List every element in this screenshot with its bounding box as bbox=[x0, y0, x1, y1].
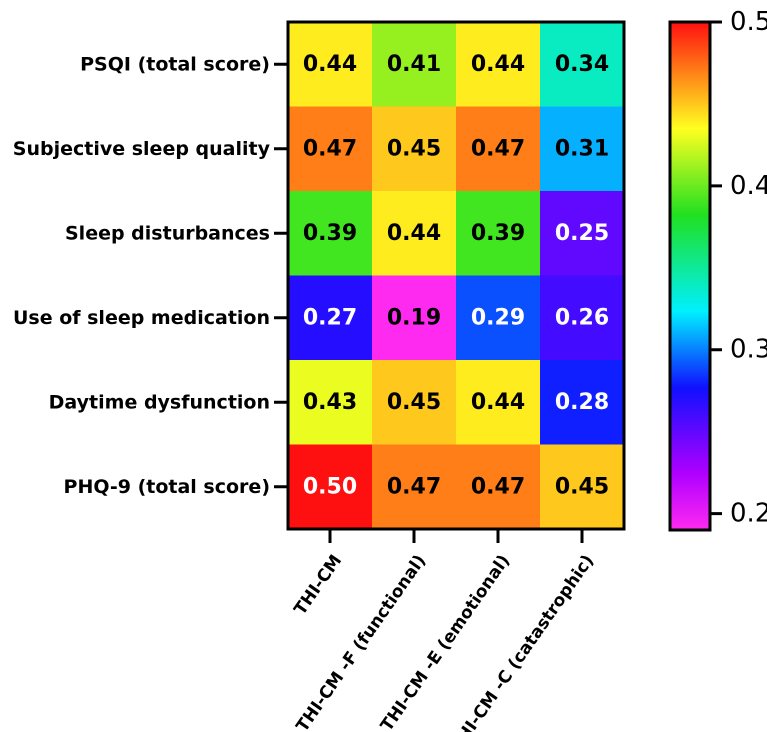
cell-value-label: 0.47 bbox=[471, 136, 525, 161]
heatmap-cell bbox=[456, 275, 540, 360]
row-label: Daytime dysfunction bbox=[49, 391, 270, 413]
cell-value-label: 0.19 bbox=[387, 305, 441, 330]
cell-value-label: 0.31 bbox=[555, 136, 609, 161]
cell-value-label: 0.34 bbox=[555, 52, 609, 77]
heatmap-cell bbox=[288, 360, 372, 445]
heatmap-cell bbox=[456, 191, 540, 276]
heatmap-cell bbox=[456, 106, 540, 191]
heatmap-cells bbox=[288, 22, 624, 529]
cell-value-label: 0.39 bbox=[303, 221, 357, 246]
row-label: Use of sleep medication bbox=[13, 307, 270, 329]
colorbar-tick-label: 0.3 bbox=[730, 335, 767, 365]
row-label: Subjective sleep quality bbox=[13, 138, 271, 160]
colorbar-tick-label: 0.2 bbox=[730, 499, 767, 529]
colorbar-tick-label: 0.5 bbox=[730, 7, 767, 37]
row-labels: PSQI (total score) Subjective sleep quali… bbox=[13, 53, 271, 498]
heatmap-cell bbox=[372, 275, 456, 360]
cell-value-label: 0.45 bbox=[555, 474, 609, 499]
cell-value-label: 0.47 bbox=[471, 474, 525, 499]
heatmap-cell bbox=[540, 106, 624, 191]
colorbar-tick-label: 0.4 bbox=[730, 171, 767, 201]
cell-value-label: 0.44 bbox=[387, 221, 441, 246]
cell-value-label: 0.27 bbox=[303, 305, 357, 330]
heatmap-cell bbox=[288, 444, 372, 529]
column-label: THI-CM -C (catastrophic) bbox=[447, 551, 598, 732]
heatmap-cell bbox=[540, 191, 624, 276]
colorbar bbox=[668, 20, 712, 532]
heatmap-cell bbox=[288, 106, 372, 191]
cell-value-label: 0.47 bbox=[387, 474, 441, 499]
heatmap-cell bbox=[456, 360, 540, 445]
cell-value-label: 0.44 bbox=[471, 390, 525, 415]
heatmap-cell bbox=[372, 360, 456, 445]
cell-value-label: 0.26 bbox=[555, 305, 609, 330]
heatmap-cell bbox=[372, 22, 456, 107]
heatmap-cell bbox=[456, 22, 540, 107]
heatmap-cell bbox=[456, 444, 540, 529]
cell-value-label: 0.44 bbox=[303, 52, 357, 77]
cell-value-label: 0.43 bbox=[303, 390, 357, 415]
cell-value-label: 0.45 bbox=[387, 136, 441, 161]
column-label: THI-CM bbox=[290, 551, 346, 619]
heatmap-cell bbox=[372, 191, 456, 276]
colorbar-ticks: 0.2 0.3 0.4 0.5 bbox=[710, 7, 767, 529]
cell-value-label: 0.39 bbox=[471, 221, 525, 246]
heatmap-cell bbox=[540, 22, 624, 107]
row-label: PHQ-9 (total score) bbox=[64, 476, 270, 498]
heatmap-cell bbox=[540, 360, 624, 445]
row-label: Sleep disturbances bbox=[65, 222, 270, 244]
cell-value-label: 0.47 bbox=[303, 136, 357, 161]
row-label: PSQI (total score) bbox=[80, 53, 270, 75]
heatmap-cell bbox=[288, 275, 372, 360]
heatmap-cell-labels: 0.44 0.41 0.44 0.34 0.47 0.45 0.47 0.31 0.39 0.44… bbox=[303, 52, 609, 500]
cell-value-label: 0.25 bbox=[555, 221, 609, 246]
heatmap-cell bbox=[540, 275, 624, 360]
heatmap-cell bbox=[288, 22, 372, 107]
cell-value-label: 0.28 bbox=[555, 390, 609, 415]
heatmap-border bbox=[286, 20, 626, 531]
cell-value-label: 0.44 bbox=[471, 52, 525, 77]
cell-value-label: 0.41 bbox=[387, 52, 441, 77]
heatmap-cell bbox=[288, 191, 372, 276]
cell-value-label: 0.29 bbox=[471, 305, 525, 330]
cell-value-label: 0.45 bbox=[387, 390, 441, 415]
heatmap-cell bbox=[372, 106, 456, 191]
axis-ticks bbox=[274, 62, 584, 543]
heatmap-cell bbox=[372, 444, 456, 529]
cell-value-label: 0.50 bbox=[303, 474, 357, 499]
heatmap-cell bbox=[540, 444, 624, 529]
